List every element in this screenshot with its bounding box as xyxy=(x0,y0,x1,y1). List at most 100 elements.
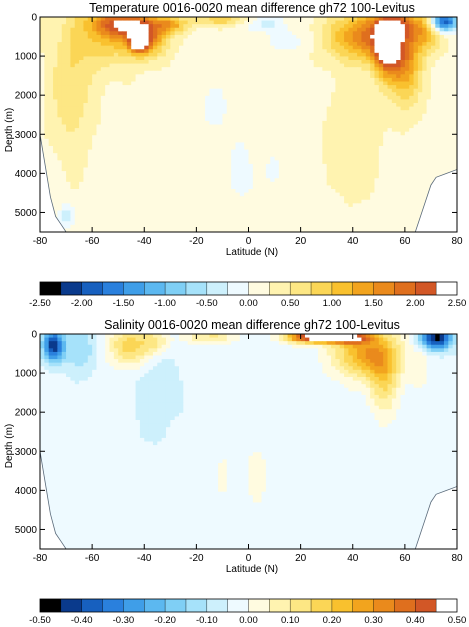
temperature-field-cell xyxy=(357,24,362,29)
temperature-field-cell xyxy=(213,142,219,147)
temperature-field-cell xyxy=(48,88,54,93)
temperature-field-cell xyxy=(443,138,449,143)
temperature-field-cell xyxy=(304,181,310,186)
temperature-field-cell xyxy=(231,63,236,68)
temperature-field-cell xyxy=(44,120,50,125)
temperature-field-cell xyxy=(105,110,110,115)
temperature-field-cell xyxy=(422,146,427,150)
temperature-field-cell xyxy=(187,149,193,154)
temperature-field-cell xyxy=(222,74,228,79)
temperature-field-cell xyxy=(131,67,136,72)
temperature-field-cell xyxy=(335,63,341,68)
temperature-field-cell xyxy=(118,67,123,72)
temperature-field-cell xyxy=(448,85,454,90)
temperature-field-cell xyxy=(170,88,176,93)
temperature-field-cell xyxy=(265,24,271,29)
temperature-field-cell xyxy=(248,149,254,154)
temperature-field-cell xyxy=(131,49,136,54)
temperature-field-cell xyxy=(79,174,84,179)
temperature-field-cell xyxy=(291,56,297,61)
temperature-field-cell xyxy=(135,63,141,68)
temperature-field-cell xyxy=(113,31,119,36)
temperature-field-cell xyxy=(348,34,354,39)
temperature-field-cell xyxy=(248,178,254,183)
temperature-field-cell xyxy=(318,199,323,204)
temperature-field-cell xyxy=(105,142,110,147)
temperature-field-cell xyxy=(409,189,414,193)
temperature-field-cell xyxy=(430,142,436,147)
temperature-field-cell xyxy=(309,42,315,47)
temperature-field-cell xyxy=(174,17,180,21)
temperature-field-cell xyxy=(422,163,427,168)
temperature-field-cell xyxy=(374,174,380,179)
temperature-field-cell xyxy=(274,167,280,172)
temperature-field-cell xyxy=(92,52,97,57)
temperature-field-cell xyxy=(291,149,297,154)
temperature-field-cell xyxy=(61,77,67,82)
temperature-field-cell xyxy=(283,156,288,161)
temperature-field-cell xyxy=(66,42,71,47)
temperature-field-cell xyxy=(196,124,202,129)
temperature-field-cell xyxy=(283,67,288,72)
temperature-field-cell xyxy=(100,38,106,43)
temperature-field-cell xyxy=(248,31,254,36)
temperature-field-cell xyxy=(61,124,67,129)
temperature-field-cell xyxy=(404,131,410,136)
temperature-field-cell xyxy=(105,174,110,179)
temperature-field-cell xyxy=(165,106,171,111)
temperature-field-cell xyxy=(100,156,106,161)
temperature-field-cell xyxy=(222,153,228,158)
temperature-field-cell xyxy=(435,120,441,125)
temperature-field-cell xyxy=(239,178,245,183)
temperature-field-cell xyxy=(231,171,236,176)
temperature-field-cell xyxy=(226,27,232,32)
temperature-field-cell xyxy=(291,77,297,82)
temperature-field-cell xyxy=(452,138,457,143)
temperature-field-cell xyxy=(87,181,93,186)
temperature-field-cell xyxy=(139,63,145,68)
temperature-field-cell xyxy=(439,124,445,129)
temperature-field-cell xyxy=(244,45,249,50)
temperature-field-cell xyxy=(296,178,302,183)
temperature-field-cell xyxy=(335,146,341,150)
temperature-field-cell xyxy=(296,24,302,29)
temperature-field-cell xyxy=(44,63,50,68)
temperature-field-cell xyxy=(335,99,341,104)
temperature-field-cell xyxy=(326,92,332,97)
temperature-field-cell xyxy=(248,45,254,50)
temperature-field-cell xyxy=(322,174,328,179)
temperature-field-cell xyxy=(244,27,249,32)
temperature-field-cell xyxy=(365,60,371,64)
temperature-field-cell xyxy=(213,95,219,100)
temperature-field-cell xyxy=(404,174,410,179)
temperature-field-cell xyxy=(183,106,189,111)
temperature-field-cell xyxy=(44,49,50,54)
temperature-field-cell xyxy=(304,95,310,100)
temperature-field-cell xyxy=(179,106,184,111)
temperature-field-cell xyxy=(413,20,419,25)
temperature-field-cell xyxy=(357,160,362,165)
temperature-field-cell xyxy=(87,120,93,125)
temperature-field-cell xyxy=(226,17,232,21)
temperature-field-cell xyxy=(135,142,141,147)
temperature-field-cell xyxy=(248,20,254,25)
temperature-field-cell xyxy=(313,34,319,39)
temperature-field-cell xyxy=(252,106,258,111)
temperature-field-cell xyxy=(361,95,367,100)
temperature-field-cell xyxy=(183,131,189,136)
temperature-field-cell xyxy=(300,99,306,104)
temperature-field-cell xyxy=(313,42,319,47)
temperature-field-cell xyxy=(344,63,349,68)
temperature-field-cell xyxy=(244,199,249,204)
temperature-field-cell xyxy=(443,142,449,147)
temperature-field-cell xyxy=(365,178,371,183)
temperature-field-cell xyxy=(257,77,262,82)
temperature-field-cell xyxy=(335,95,341,100)
temperature-field-cell xyxy=(87,67,93,72)
temperature-field-cell xyxy=(396,106,401,111)
temperature-field-cell xyxy=(139,117,145,122)
temperature-field-cell xyxy=(170,146,176,150)
temperature-field-cell xyxy=(44,167,50,172)
temperature-field-cell xyxy=(61,138,67,143)
temperature-field-cell xyxy=(326,167,332,172)
